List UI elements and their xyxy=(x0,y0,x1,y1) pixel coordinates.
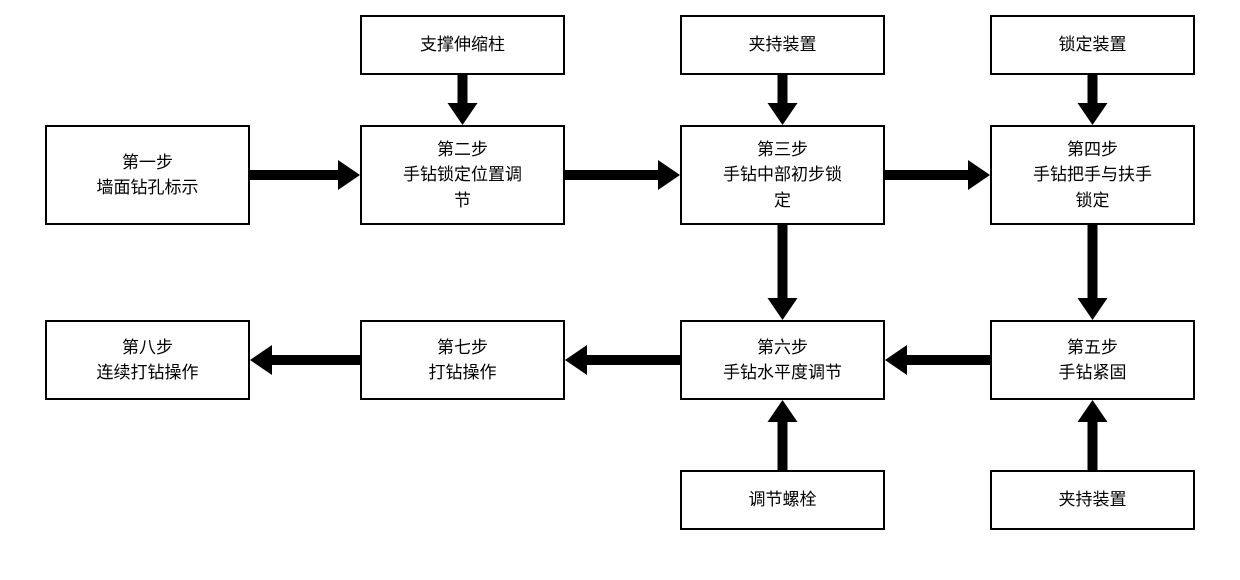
node-step6: 第六步手钻水平度调节 xyxy=(680,320,885,400)
node-step2-line: 第二步 xyxy=(437,137,488,163)
node-step4-line: 锁定 xyxy=(1076,188,1110,214)
node-step1-line: 墙面钻孔标示 xyxy=(97,175,199,201)
node-step6-line: 第六步 xyxy=(757,335,808,361)
node-top4: 锁定装置 xyxy=(990,15,1195,75)
arrow-top2-to-step2 xyxy=(448,75,478,125)
node-bot6-line: 调节螺栓 xyxy=(749,487,817,513)
node-step2-line: 手钻锁定位置调 xyxy=(403,162,522,188)
arrow-step6-to-step7 xyxy=(565,345,680,375)
arrow-step1-to-step2 xyxy=(250,160,360,190)
node-step6-line: 手钻水平度调节 xyxy=(723,360,842,386)
node-step4-line: 手钻把手与扶手 xyxy=(1033,162,1152,188)
node-step8: 第八步连续打钻操作 xyxy=(45,320,250,400)
node-step1: 第一步墙面钻孔标示 xyxy=(45,125,250,225)
arrow-step7-to-step8 xyxy=(250,345,360,375)
node-top2-line: 支撑伸缩柱 xyxy=(420,32,505,58)
node-step2: 第二步手钻锁定位置调节 xyxy=(360,125,565,225)
node-step3-line: 第三步 xyxy=(757,137,808,163)
arrow-step5-to-step6 xyxy=(885,345,990,375)
node-step1-line: 第一步 xyxy=(122,150,173,176)
node-step7-line: 第七步 xyxy=(437,335,488,361)
node-step7: 第七步打钻操作 xyxy=(360,320,565,400)
node-bot5-line: 夹持装置 xyxy=(1059,487,1127,513)
arrow-step3-to-step4 xyxy=(885,160,990,190)
arrow-bot6-to-step6 xyxy=(768,400,798,470)
node-step2-line: 节 xyxy=(454,188,471,214)
arrow-top3-to-step3 xyxy=(768,75,798,125)
node-step7-line: 打钻操作 xyxy=(429,360,497,386)
node-top3: 夹持装置 xyxy=(680,15,885,75)
node-step3-line: 手钻中部初步锁 xyxy=(723,162,842,188)
node-bot6: 调节螺栓 xyxy=(680,470,885,530)
node-step4: 第四步手钻把手与扶手锁定 xyxy=(990,125,1195,225)
arrow-top4-to-step4 xyxy=(1078,75,1108,125)
node-bot5: 夹持装置 xyxy=(990,470,1195,530)
node-step8-line: 第八步 xyxy=(122,335,173,361)
node-step8-line: 连续打钻操作 xyxy=(97,360,199,386)
node-top3-line: 夹持装置 xyxy=(749,32,817,58)
arrow-step2-to-step3 xyxy=(565,160,680,190)
node-step3: 第三步手钻中部初步锁定 xyxy=(680,125,885,225)
node-step5-line: 第五步 xyxy=(1067,335,1118,361)
node-step3-line: 定 xyxy=(774,188,791,214)
arrow-bot5-to-step5 xyxy=(1078,400,1108,470)
arrow-step3-to-step6 xyxy=(768,225,798,320)
node-top2: 支撑伸缩柱 xyxy=(360,15,565,75)
node-step5: 第五步手钻紧固 xyxy=(990,320,1195,400)
node-top4-line: 锁定装置 xyxy=(1059,32,1127,58)
node-step4-line: 第四步 xyxy=(1067,137,1118,163)
arrow-step4-to-step5 xyxy=(1078,225,1108,320)
node-step5-line: 手钻紧固 xyxy=(1059,360,1127,386)
